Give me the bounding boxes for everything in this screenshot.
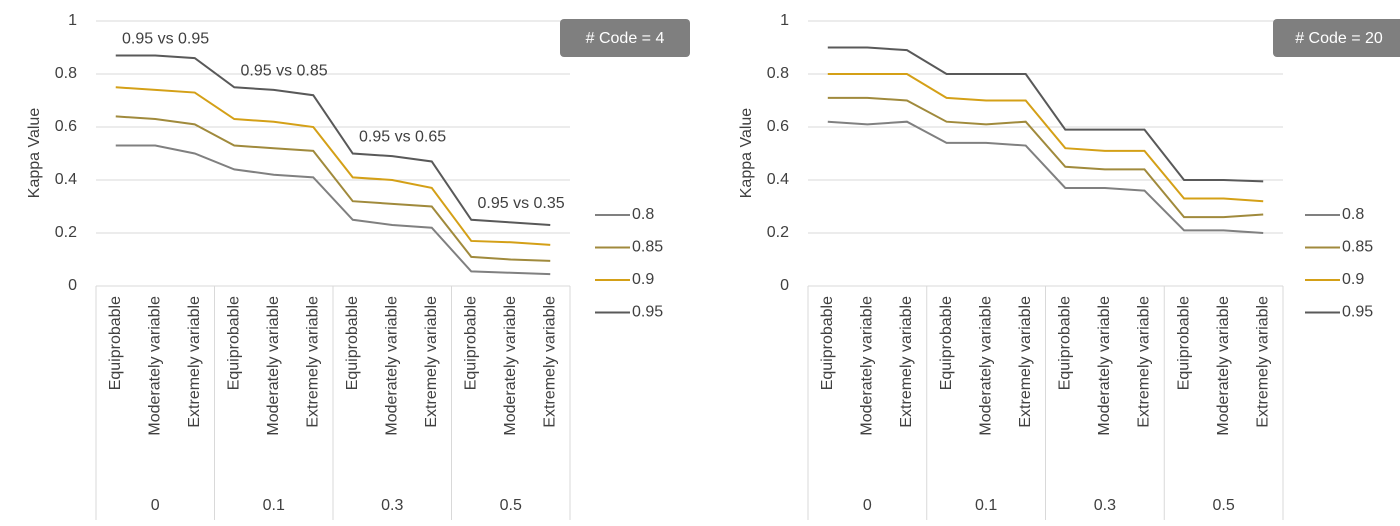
legend-label: 0.8: [632, 206, 654, 223]
group-label: 0.5: [500, 497, 522, 514]
x-tick-label: Extremely variable: [186, 296, 203, 428]
x-tick-label: Moderately variable: [977, 296, 994, 436]
x-tick-label: Extremely variable: [1254, 296, 1271, 428]
annotation: 0.95 vs 0.65: [359, 129, 446, 146]
x-tick-label: Equiprobable: [938, 296, 955, 390]
series-line: [115, 115, 551, 262]
x-tick-label: Extremely variable: [423, 296, 440, 428]
y-tick-label: 0.4: [55, 171, 77, 188]
legend-label: 0.9: [1342, 271, 1364, 288]
series-line: [827, 120, 1264, 234]
x-tick-label: Extremely variable: [1017, 296, 1034, 428]
series-line: [827, 96, 1264, 219]
x-tick-label: Extremely variable: [541, 296, 558, 428]
legend-label: 0.85: [1342, 239, 1373, 256]
series-line: [827, 73, 1264, 203]
badge: [1273, 19, 1400, 57]
legend-label: 0.95: [632, 304, 663, 321]
y-tick-label: 0: [780, 277, 789, 294]
legend-label: 0.95: [1342, 304, 1373, 321]
y-tick-label: 0.4: [767, 171, 789, 188]
y-tick-label: 1: [68, 12, 77, 29]
y-tick-label: 0.2: [55, 224, 77, 241]
x-tick-label: Moderately variable: [502, 296, 519, 436]
series-line: [115, 54, 551, 227]
x-tick-label: Moderately variable: [1215, 296, 1232, 436]
y-axis-title: Kappa Value: [738, 108, 755, 199]
series-line: [115, 144, 551, 276]
series-line: [115, 86, 551, 246]
y-tick-label: 0.8: [55, 65, 77, 82]
legend-label: 0.9: [632, 271, 654, 288]
legend-label: 0.85: [632, 239, 663, 256]
x-tick-label: Moderately variable: [146, 296, 163, 436]
y-tick-label: 0.2: [767, 224, 789, 241]
x-tick-label: Moderately variable: [265, 296, 282, 436]
group-label: 0: [863, 497, 872, 514]
x-tick-label: Equiprobable: [1057, 296, 1074, 390]
x-tick-label: Equiprobable: [225, 296, 242, 390]
group-label: 0.5: [1213, 497, 1235, 514]
x-tick-label: Moderately variable: [383, 296, 400, 436]
x-tick-label: Equiprobable: [107, 296, 124, 390]
x-tick-label: Moderately variable: [1096, 296, 1113, 436]
annotation: 0.95 vs 0.85: [241, 62, 328, 79]
group-label: 0.3: [1094, 497, 1116, 514]
y-axis-title: Kappa Value: [26, 108, 43, 199]
y-tick-label: 0.6: [55, 118, 77, 135]
x-tick-label: Moderately variable: [859, 296, 876, 436]
annotation: 0.95 vs 0.95: [122, 31, 209, 48]
group-label: 0: [151, 497, 160, 514]
x-tick-label: Equiprobable: [1175, 296, 1192, 390]
x-tick-label: Equiprobable: [344, 296, 361, 390]
badge: [560, 19, 690, 57]
series-line: [827, 46, 1264, 183]
x-tick-label: Extremely variable: [1136, 296, 1153, 428]
x-tick-label: Equiprobable: [819, 296, 836, 390]
badge-text: # Code = 4: [586, 30, 665, 47]
x-tick-label: Extremely variable: [304, 296, 321, 428]
x-tick-label: Equiprobable: [462, 296, 479, 390]
y-tick-label: 0: [68, 277, 77, 294]
y-tick-label: 0.8: [767, 65, 789, 82]
group-label: 0.1: [975, 497, 997, 514]
y-tick-label: 1: [780, 12, 789, 29]
group-label: 0.1: [263, 497, 285, 514]
legend-label: 0.8: [1342, 206, 1364, 223]
annotation: 0.95 vs 0.35: [478, 195, 565, 212]
badge-text: # Code = 20: [1295, 30, 1383, 47]
y-tick-label: 0.6: [767, 118, 789, 135]
group-label: 0.3: [381, 497, 403, 514]
x-tick-label: Extremely variable: [898, 296, 915, 428]
